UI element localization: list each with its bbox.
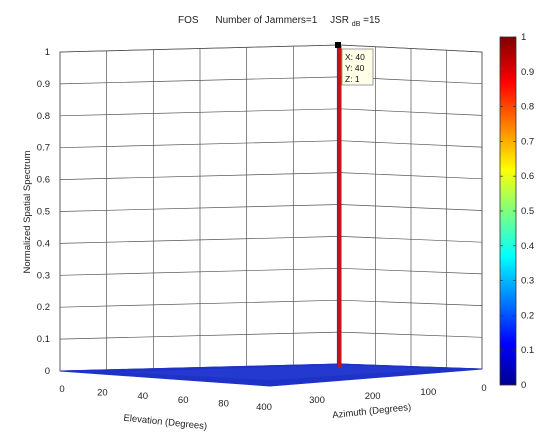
grid-lines [59, 44, 483, 372]
peak-spike [337, 46, 342, 368]
z-tick-label: 0.3 [37, 270, 50, 281]
datatip-box [341, 48, 374, 86]
elevation-tick-label: 20 [97, 388, 108, 399]
datatip: X: 40 Y: 40 Z: 1 [341, 48, 374, 86]
surface-floor-shade [120, 365, 440, 380]
elevation-tick-label: 80 [218, 398, 229, 409]
title-method: FOS [178, 15, 199, 26]
azimuth-tick-label: 300 [309, 395, 325, 406]
colorbar-tick-label: 0.6 [521, 171, 534, 182]
title-jsr-subscript: dB [352, 21, 361, 28]
z-axis-ticks: 0 0.1 0.2 0.3 0.4 0.5 0.6 0.7 0.8 0.9 1 [37, 47, 50, 377]
datatip-z: Z: 1 [345, 74, 360, 84]
z-tick-label: 0.6 [37, 175, 50, 186]
colorbar-tick-label: 0.4 [521, 241, 534, 252]
z-tick-label: 0 [45, 366, 50, 377]
datatip-y: Y: 40 [345, 63, 365, 73]
z-tick-label: 0.7 [37, 143, 50, 154]
chart-title: FOS Number of Jammers=1 JSR dB =15 [178, 15, 381, 29]
elevation-tick-label: 400 [256, 402, 272, 413]
z-tick-label: 0.8 [37, 111, 50, 122]
z-tick-label: 0.2 [37, 302, 50, 313]
colorbar-tick-label: 0.2 [521, 310, 534, 321]
elevation-tick-label: 60 [178, 395, 189, 406]
colorbar-tick-label: 0.5 [521, 206, 534, 217]
elevation-axis-ticks: 0 20 40 60 80 400 [59, 384, 272, 413]
title-jsr: JSR [330, 15, 349, 26]
colorbar-tick-label: 0.1 [521, 345, 534, 356]
title-jsr-value: =15 [363, 15, 380, 26]
azimuth-tick-label: 200 [365, 391, 381, 402]
elevation-tick-label: 40 [138, 391, 149, 402]
colorbar-ticks: 0 0.1 0.2 0.3 0.4 0.5 0.6 0.7 0.8 0.9 1 [500, 32, 534, 391]
z-tick-label: 0.5 [37, 207, 50, 218]
elevation-tick-label: 0 [59, 384, 64, 395]
z-tick-label: 0.9 [37, 79, 50, 90]
colorbar-tick-label: 0.7 [521, 136, 534, 147]
z-tick-label: 1 [45, 47, 50, 58]
azimuth-tick-label: 100 [420, 387, 436, 398]
title-jammers: Number of Jammers=1 [215, 15, 317, 26]
azimuth-axis-ticks: 300 200 100 0 [309, 383, 487, 406]
colorbar-tick-label: 1 [521, 32, 526, 43]
z-tick-label: 0.4 [37, 238, 50, 249]
peak-marker [335, 42, 341, 48]
z-axis-label: Normalized Spatial Spectrum [22, 150, 33, 273]
colorbar-tick-label: 0.3 [521, 276, 534, 287]
colorbar-tick-label: 0.9 [521, 67, 534, 78]
datatip-x: X: 40 [345, 52, 365, 62]
colorbar-tick-label: 0 [521, 380, 526, 391]
azimuth-axis-label: Azimuth (Degrees) [332, 402, 412, 421]
z-tick-label: 0.1 [37, 334, 50, 345]
elevation-axis-label: Elevation (Degrees) [123, 413, 208, 433]
azimuth-tick-label: 0 [481, 383, 486, 394]
colorbar-tick-label: 0.8 [521, 102, 534, 113]
